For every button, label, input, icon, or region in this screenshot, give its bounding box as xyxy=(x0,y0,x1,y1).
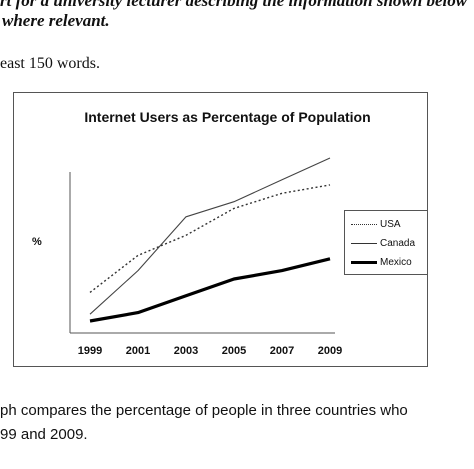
series-line-usa xyxy=(89,184,331,293)
x-tick-label: 2003 xyxy=(173,345,199,357)
instruction-line-1: rt for a university lecturer describing … xyxy=(0,0,468,10)
legend-item-usa: USA xyxy=(351,217,401,231)
description-line-2: 99 and 2009. xyxy=(0,426,88,443)
description-line-1: ph compares the percentage of people in … xyxy=(0,402,408,419)
chart-legend: USA Canada Mexico xyxy=(344,210,428,275)
word-count-instruction: east 150 words. xyxy=(0,55,100,72)
legend-swatch-thin xyxy=(351,242,377,244)
x-tick-label: 1999 xyxy=(77,345,103,357)
legend-label: USA xyxy=(380,218,401,230)
x-tick-label: 2005 xyxy=(221,345,247,357)
legend-label: Canada xyxy=(380,237,416,249)
legend-swatch-thick xyxy=(351,260,377,264)
legend-label: Mexico xyxy=(380,256,412,268)
chart-title: Internet Users as Percentage of Populati… xyxy=(84,109,371,125)
legend-item-canada: Canada xyxy=(351,236,415,250)
series-line-canada xyxy=(89,157,331,315)
x-tick-label: 2009 xyxy=(317,345,343,357)
instruction-line-2: where relevant. xyxy=(2,11,110,30)
y-axis-label: % xyxy=(32,236,42,248)
x-tick-label: 2007 xyxy=(269,345,295,357)
legend-swatch-dotted xyxy=(351,223,377,225)
legend-item-mexico: Mexico xyxy=(351,255,412,269)
x-tick-label: 2001 xyxy=(125,345,151,357)
series-layer xyxy=(89,157,331,323)
series-line-mexico xyxy=(89,257,331,323)
